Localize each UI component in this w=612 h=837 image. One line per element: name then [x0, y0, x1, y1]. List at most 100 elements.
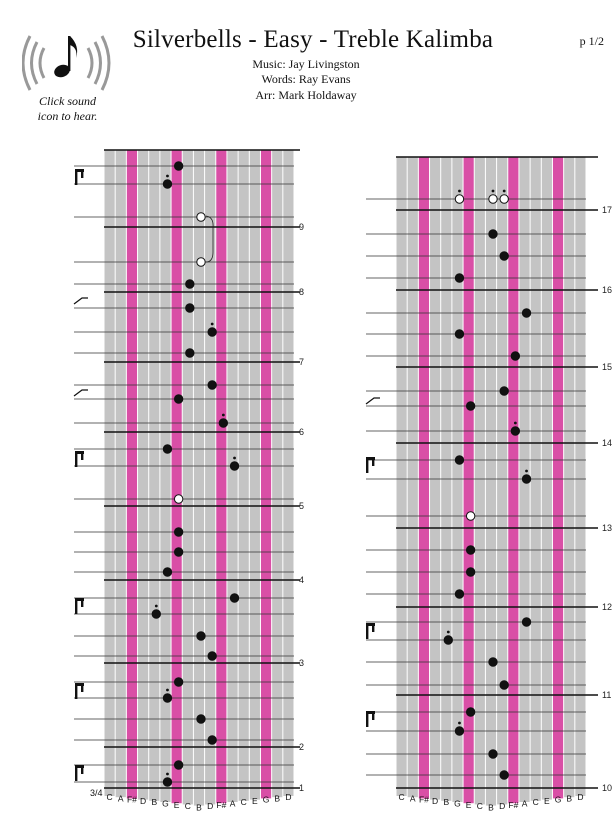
beam-flag — [81, 765, 84, 774]
quarter-note — [454, 273, 465, 283]
tine — [138, 150, 149, 800]
note-dot — [446, 630, 450, 634]
tine — [541, 157, 552, 800]
tine-label: B — [151, 797, 157, 807]
beam-flag — [81, 451, 84, 460]
quarter-note — [499, 770, 509, 780]
tine-label: C — [241, 797, 247, 807]
quarter-note — [465, 567, 476, 577]
note-dot — [166, 772, 169, 776]
beam-flag — [81, 683, 84, 692]
quarter-note — [185, 279, 195, 289]
note-dot — [210, 322, 214, 326]
tine — [418, 157, 430, 799]
quarter-note — [196, 631, 206, 641]
quarter-note — [465, 545, 476, 555]
quarter-note — [465, 401, 476, 411]
quarter-note — [454, 329, 465, 339]
measure-number: 7 — [299, 357, 304, 367]
quarter-note — [162, 444, 173, 454]
tine — [575, 157, 586, 796]
beam-flag — [75, 683, 78, 699]
tine-label: G — [454, 799, 461, 809]
quarter-note — [173, 547, 184, 557]
tine — [104, 150, 115, 796]
quarter-note — [521, 474, 532, 484]
note-dot — [166, 688, 169, 692]
tine-label: C — [185, 801, 191, 811]
tine-label: C — [107, 792, 113, 802]
beam-flag — [366, 711, 375, 714]
beam-flag — [372, 711, 375, 720]
tine-label: D — [285, 792, 291, 802]
tine — [249, 150, 260, 800]
tine-label: B — [566, 793, 572, 803]
quarter-note — [207, 380, 217, 390]
measure-number: 12 — [602, 602, 612, 612]
tine-label: D — [207, 801, 213, 811]
quarter-note — [162, 567, 173, 577]
tine — [171, 150, 182, 804]
quarter-note — [499, 251, 509, 261]
note-dot — [221, 413, 225, 417]
beam-flag — [75, 169, 78, 185]
beam-flag — [81, 598, 84, 607]
tine — [463, 157, 474, 804]
tine — [552, 157, 564, 799]
tine-label: D — [140, 796, 146, 806]
tine — [508, 157, 519, 804]
music-credit: Music: Jay Livingston — [252, 57, 360, 71]
half-note — [499, 194, 509, 204]
tine — [272, 150, 283, 798]
quarter-note — [151, 609, 161, 619]
tine-label: C — [399, 792, 405, 802]
quarter-note — [454, 726, 465, 736]
slur-mark — [73, 389, 88, 397]
sound-icon[interactable] — [21, 28, 112, 128]
beam-flag — [81, 169, 84, 178]
beam-flag — [366, 457, 369, 473]
half-note — [454, 194, 465, 204]
quarter-note — [465, 707, 476, 717]
tine — [193, 150, 205, 806]
quarter-note — [229, 593, 240, 603]
tine — [115, 150, 126, 798]
note-dot — [502, 189, 506, 193]
tine-label: D — [577, 792, 583, 802]
note-dot — [233, 456, 236, 460]
measure-number: 10 — [602, 783, 612, 793]
quarter-note — [173, 760, 184, 770]
beam-flag — [372, 623, 375, 632]
measure-number: 15 — [602, 362, 612, 372]
tine — [485, 157, 497, 806]
half-note — [173, 494, 184, 504]
quarter-note — [196, 714, 206, 724]
tine — [396, 157, 407, 796]
page-number: p 1/2 — [579, 34, 604, 48]
beam-flag — [75, 765, 78, 781]
tine — [182, 150, 193, 805]
tine — [216, 150, 227, 804]
tine-label: E — [544, 796, 550, 806]
sound-caption: Click sound icon to hear. — [37, 94, 98, 123]
tine — [260, 150, 272, 799]
half-note — [465, 511, 476, 521]
quarter-note — [499, 680, 509, 690]
beam-flag — [75, 451, 78, 467]
quarter-note — [173, 527, 184, 537]
measure-number: 1 — [299, 783, 304, 793]
quarter-note — [185, 303, 195, 313]
measure-number: 6 — [299, 427, 304, 437]
tine-label: F# — [419, 795, 429, 805]
tine — [452, 157, 463, 802]
note-dot — [525, 469, 528, 473]
quarter-note — [162, 179, 173, 189]
tine-label: G — [555, 795, 562, 805]
quarter-note — [521, 308, 532, 318]
tine-label: G — [162, 799, 169, 809]
tine — [227, 150, 238, 802]
tine-label: F# — [127, 795, 137, 805]
measure-number: 13 — [602, 523, 612, 533]
tine — [497, 157, 508, 805]
